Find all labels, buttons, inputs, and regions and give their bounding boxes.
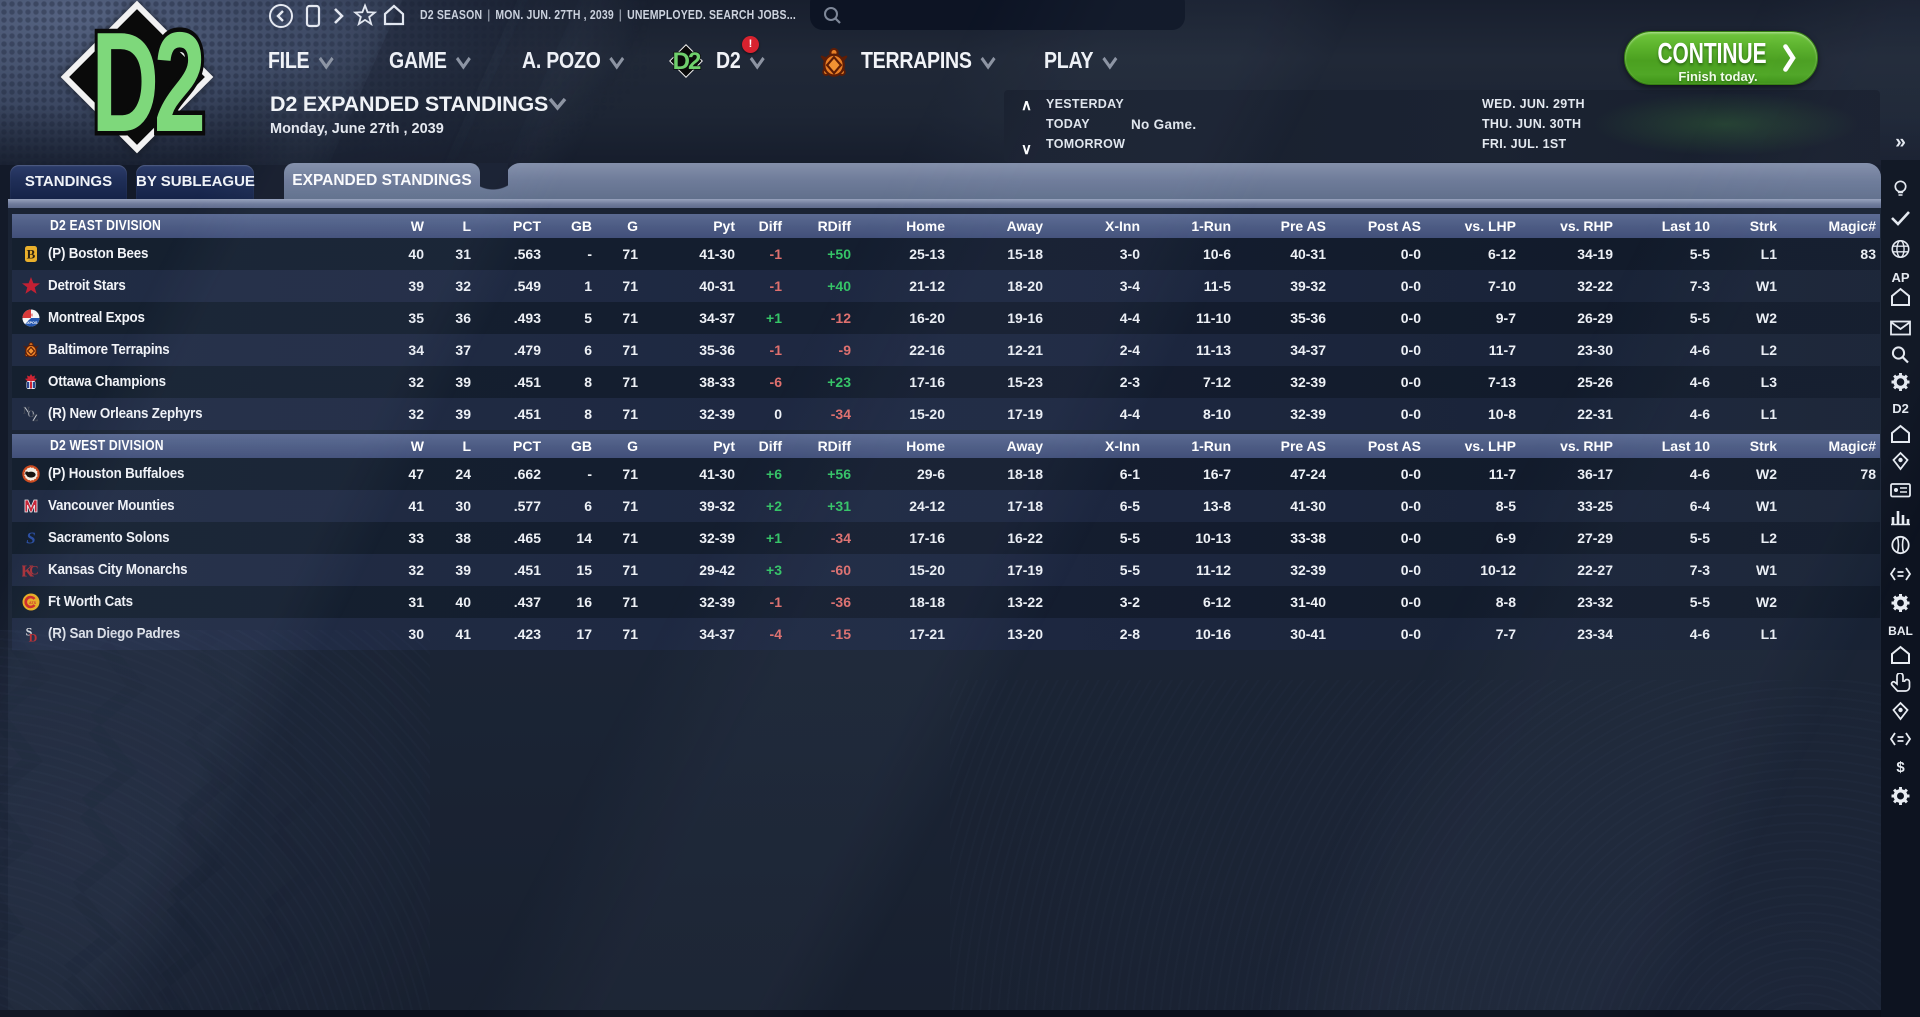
svg-text:K: K (22, 562, 35, 580)
svg-text:C: C (29, 563, 38, 578)
svg-text:M: M (29, 312, 33, 317)
svg-text:O: O (27, 409, 34, 419)
svg-text:ATS: ATS (29, 601, 37, 605)
svg-text:EXPOS: EXPOS (24, 321, 38, 325)
svg-text:N: N (23, 406, 30, 416)
svg-text:B: B (27, 247, 36, 262)
svg-text:S: S (26, 529, 35, 547)
svg-text:Z: Z (32, 413, 38, 423)
